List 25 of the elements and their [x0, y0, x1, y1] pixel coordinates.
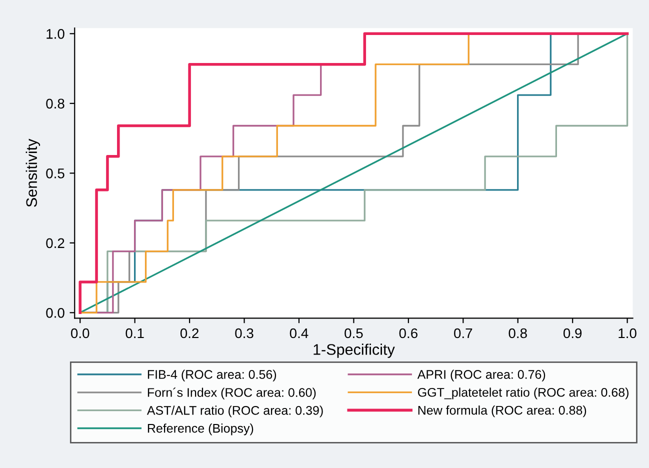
- legend-label: AST/ALT ratio (ROC area: 0.39): [146, 406, 323, 418]
- x-tick-label: 0.5: [344, 328, 363, 338]
- legend-label: FIB-4 (ROC area: 0.56): [148, 370, 276, 382]
- y-axis-title: Sensitivity: [26, 138, 40, 207]
- x-tick-label: 0.3: [235, 328, 254, 338]
- x-tick-label: 0.4: [290, 328, 308, 338]
- x-tick-label: 0.1: [126, 328, 144, 338]
- y-tick-label: 1.0: [46, 28, 64, 39]
- legend-label: Forn´s Index (ROC area: 0.60): [148, 388, 316, 400]
- x-tick-label: 0.6: [399, 328, 418, 338]
- x-tick-label: 1.0: [618, 328, 636, 338]
- x-axis-title: 1-Specificity: [314, 344, 395, 358]
- y-tick-label: 0.8: [46, 98, 64, 109]
- legend-label: New formula (ROC area: 0.88): [418, 406, 586, 418]
- x-tick-label: 0.8: [508, 328, 527, 338]
- y-tick-label: 0.5: [46, 168, 64, 178]
- x-tick-label: 0.9: [563, 328, 582, 338]
- y-tick-label: 0.2: [46, 238, 64, 248]
- legend-label: APRI (ROC area: 0.76): [417, 370, 546, 382]
- x-tick-label: 0.7: [454, 328, 472, 338]
- legend-label: GGT_platetelet ratio (ROC area: 0.68): [418, 388, 628, 400]
- legend-label: Reference (Biopsy): [148, 424, 254, 436]
- x-tick-label: 0.0: [70, 328, 90, 338]
- y-tick-label: 0.0: [46, 308, 64, 318]
- x-tick-label: 0.2: [180, 328, 199, 338]
